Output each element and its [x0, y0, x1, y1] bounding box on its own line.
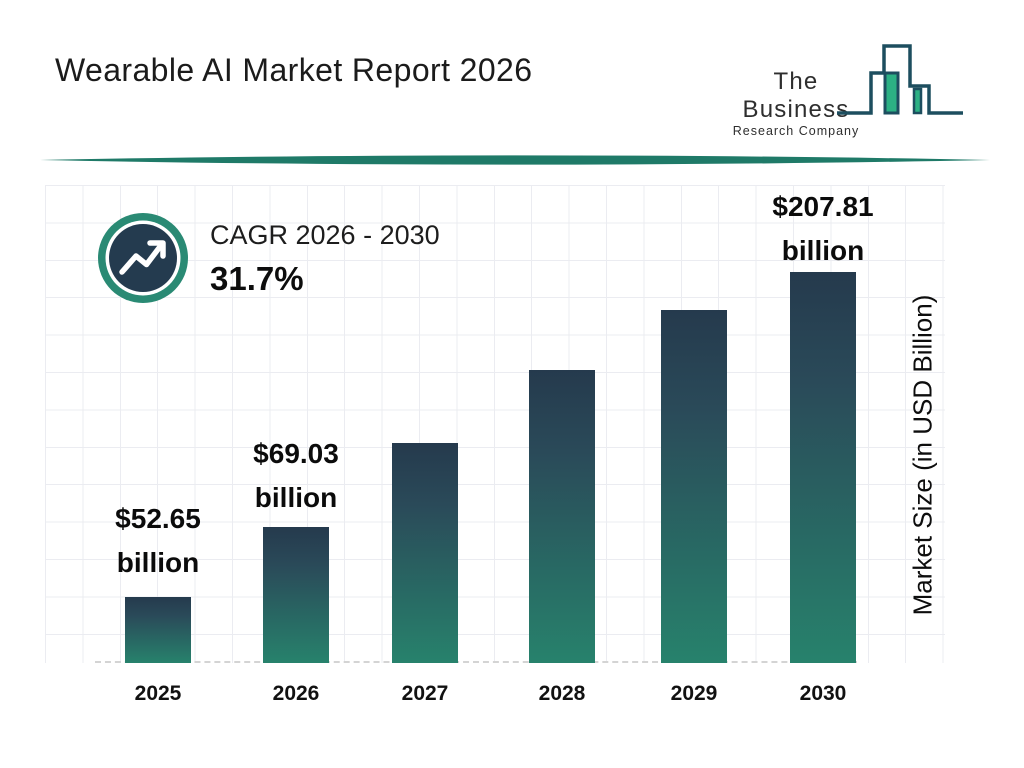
value-label-2026: $69.03 billion	[186, 432, 406, 520]
x-tick-2027: 2027	[401, 682, 449, 705]
trend-up-icon	[98, 213, 188, 303]
bar-2025	[125, 597, 191, 663]
logo-text-secondary: Research Company	[732, 124, 860, 138]
value-label-2030: $207.81 billion	[713, 185, 933, 273]
x-tick-2029: 2029	[670, 682, 718, 705]
logo-text-primary: The Business	[742, 68, 850, 123]
bar-2028	[529, 370, 595, 663]
x-tick-2028: 2028	[538, 682, 586, 705]
value-label-amount: $52.65	[115, 503, 201, 534]
value-label-unit: billion	[116, 547, 200, 578]
header-divider	[40, 155, 990, 165]
x-tick-2030: 2030	[799, 682, 847, 705]
bar-2029	[661, 310, 727, 663]
value-label-unit: billion	[781, 235, 865, 266]
value-label-amount: $69.03	[253, 438, 339, 469]
company-logo: The Business Research Company	[725, 40, 965, 138]
cagr-label: CAGR 2026 - 2030	[210, 220, 440, 250]
bar-2027	[392, 443, 458, 663]
y-axis-label: Market Size (in USD Billion)	[907, 294, 938, 616]
value-label-amount: $207.81	[772, 191, 874, 222]
cagr-value: 31.7%	[210, 260, 304, 297]
value-label-unit: billion	[254, 482, 338, 513]
bar-2030	[790, 272, 856, 663]
page-title: Wearable AI Market Report 2026	[55, 52, 533, 88]
logo-buildings-icon	[837, 44, 963, 115]
bar-2026	[263, 527, 329, 663]
value-label-2025: $52.65 billion	[48, 497, 268, 585]
logo-text: The Business Research Company	[725, 68, 867, 139]
chart-baseline	[95, 661, 857, 663]
x-tick-2026: 2026	[272, 682, 320, 705]
x-tick-2025: 2025	[134, 682, 182, 705]
